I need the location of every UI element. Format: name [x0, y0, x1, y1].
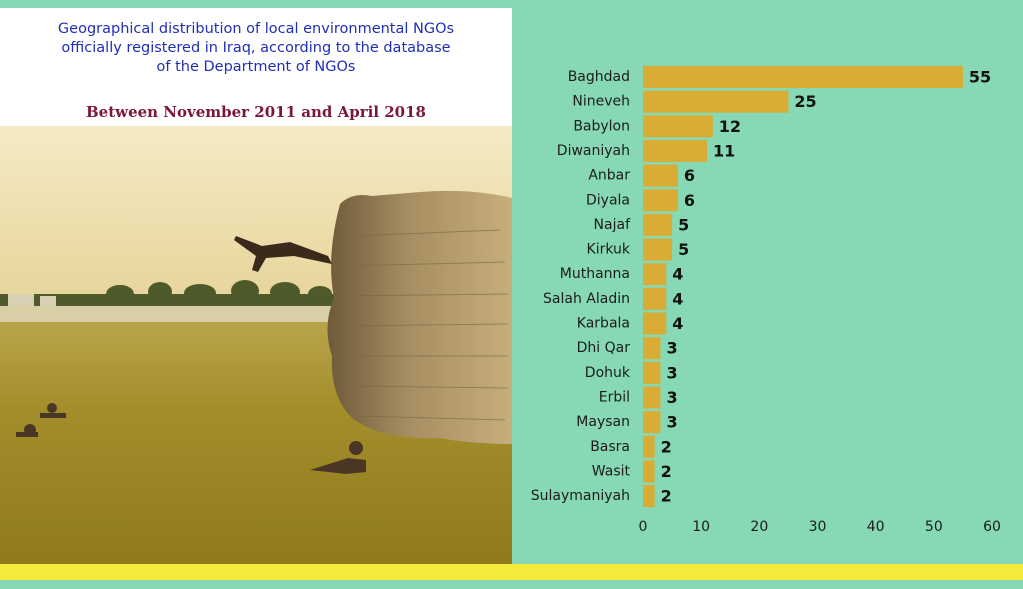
bar: [643, 66, 963, 88]
value-label: 3: [666, 339, 677, 358]
category-label: Wasit: [592, 463, 631, 479]
category-label: Basra: [590, 439, 630, 455]
category-label: Diwaniyah: [557, 143, 630, 159]
bar: [643, 411, 661, 434]
value-label: 3: [666, 388, 677, 407]
value-label: 25: [794, 92, 816, 111]
value-label: 6: [684, 166, 695, 185]
bar: [643, 164, 678, 187]
bar: [643, 238, 673, 261]
river-photo: [0, 126, 512, 564]
category-label: Dohuk: [585, 365, 631, 381]
bottom-band: [0, 564, 1023, 580]
bar: [643, 460, 655, 483]
category-label: Sulaymaniyah: [531, 488, 630, 504]
photo-rock-texture: [337, 229, 509, 421]
value-label: 4: [672, 289, 683, 308]
value-label: 5: [678, 215, 689, 234]
x-tick-label: 60: [983, 519, 1001, 535]
title-panel: Geographical distribution of local envir…: [0, 8, 512, 126]
bar: [643, 386, 661, 409]
category-label: Maysan: [576, 414, 630, 430]
bar: [643, 213, 673, 236]
chart-title: Geographical distribution of local envir…: [10, 20, 502, 77]
photo-diver: [234, 236, 332, 272]
photo-rock-ruin: [327, 190, 512, 444]
value-label: 12: [719, 117, 741, 136]
category-label: Karbala: [577, 316, 630, 332]
chart-subtitle: Between November 2011 and April 2018: [86, 103, 426, 121]
bar: [643, 263, 667, 286]
x-tick-label: 20: [750, 519, 768, 535]
value-label: 2: [661, 462, 672, 481]
bar: [643, 337, 661, 360]
x-tick-label: 0: [639, 519, 648, 535]
value-label: 6: [684, 191, 695, 210]
bar: [643, 312, 667, 335]
title-line-2: officially registered in Iraq, according…: [61, 40, 451, 56]
value-label: 11: [713, 141, 735, 160]
x-tick-label: 10: [692, 519, 710, 535]
ngo-bar-chart: Baghdad Nineveh Babylon Diwaniyah Anbar Diyal…: [531, 66, 1001, 535]
category-label: Dhi Qar: [577, 340, 631, 356]
value-label: 3: [666, 363, 677, 382]
bar: [643, 189, 678, 212]
bar: [643, 361, 661, 384]
bar: [643, 139, 707, 162]
category-label: Baghdad: [568, 69, 630, 85]
category-label: Kirkuk: [587, 242, 631, 258]
value-label: 3: [666, 413, 677, 432]
category-label: Salah Aladin: [543, 291, 630, 307]
bar: [643, 115, 713, 138]
category-label: Najaf: [594, 217, 632, 233]
category-label: Erbil: [599, 389, 630, 405]
value-label: 55: [969, 68, 991, 87]
x-tick-label: 40: [867, 519, 885, 535]
category-label: Diyala: [586, 192, 630, 208]
bar: [643, 90, 789, 113]
value-label: 4: [672, 265, 683, 284]
bar: [643, 287, 667, 310]
category-labels: Baghdad Nineveh Babylon Diwaniyah Anbar Diyal…: [531, 69, 631, 504]
bar: [643, 435, 655, 458]
x-axis-ticks: 0 10 20 30 40 50 60: [639, 519, 1001, 535]
value-label: 2: [661, 487, 672, 506]
value-label: 2: [661, 437, 672, 456]
bar: [643, 485, 655, 508]
x-tick-label: 30: [809, 519, 827, 535]
x-tick-label: 50: [925, 519, 943, 535]
photo-buildings: [8, 294, 56, 306]
title-line-3: of the Department of NGOs: [156, 59, 356, 75]
category-label: Nineveh: [572, 94, 630, 110]
category-label: Muthanna: [560, 266, 630, 282]
category-label: Babylon: [573, 118, 630, 134]
title-line-1: Geographical distribution of local envir…: [57, 21, 455, 37]
value-label: 5: [678, 240, 689, 259]
bars: [643, 66, 963, 508]
category-label: Anbar: [588, 168, 630, 184]
photo-treeline: [0, 280, 340, 308]
value-label: 4: [672, 314, 683, 333]
photo-swimmers: [16, 403, 366, 474]
